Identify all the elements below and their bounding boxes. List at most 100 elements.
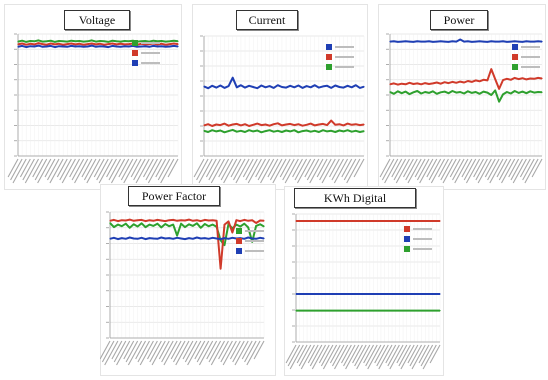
x-tick-label-mark — [531, 158, 543, 178]
data-point — [389, 41, 391, 43]
data-point — [506, 41, 508, 43]
data-point — [424, 41, 426, 43]
x-tick-label-mark — [193, 158, 205, 178]
data-point — [339, 293, 341, 295]
x-tick-label-mark — [400, 344, 415, 370]
data-point — [289, 123, 291, 125]
x-tick-label-mark — [222, 340, 237, 366]
chart-frame — [4, 4, 182, 190]
data-point — [297, 84, 299, 87]
x-tick-label-mark — [175, 340, 190, 366]
x-tick-label-mark — [487, 158, 500, 181]
data-point — [463, 92, 465, 95]
data-point — [389, 83, 391, 85]
data-point — [490, 68, 492, 70]
data-point — [239, 225, 241, 228]
data-point — [256, 129, 258, 132]
data-point — [248, 85, 250, 87]
chart-frame — [284, 186, 444, 376]
data-point — [451, 40, 453, 42]
x-tick-label-mark — [376, 344, 389, 367]
data-point — [236, 86, 238, 88]
x-tick-label-mark — [245, 158, 258, 181]
x-tick-label-mark — [367, 344, 382, 370]
data-point — [529, 77, 531, 80]
data-point — [412, 83, 414, 85]
data-point — [455, 41, 457, 43]
data-point — [37, 39, 40, 42]
data-point — [463, 41, 465, 43]
data-point — [263, 220, 265, 222]
data-point — [332, 293, 334, 295]
x-tick-label-mark — [198, 158, 213, 184]
data-point — [21, 45, 23, 47]
data-point — [408, 93, 411, 95]
data-point — [435, 293, 437, 295]
data-point — [29, 45, 31, 47]
series-line-2 — [109, 218, 265, 270]
data-point — [228, 125, 230, 127]
data-point — [83, 44, 85, 46]
x-tick-label-mark — [98, 158, 113, 184]
data-point — [317, 310, 319, 312]
data-point — [74, 43, 76, 46]
x-tick-label-mark — [135, 340, 147, 360]
data-point — [321, 310, 323, 312]
data-point — [115, 45, 118, 48]
data-point — [247, 226, 249, 228]
data-point — [395, 293, 397, 295]
data-point — [391, 293, 393, 295]
data-point — [192, 238, 194, 240]
data-point — [432, 90, 434, 92]
power-factor-line-chart — [100, 184, 276, 376]
data-point — [409, 310, 412, 312]
x-tick-label-mark — [289, 344, 304, 370]
data-point — [200, 227, 202, 229]
data-point — [269, 129, 271, 131]
kwh-digital-line-chart — [284, 186, 444, 376]
x-tick-label-mark — [321, 158, 336, 184]
data-point — [160, 226, 162, 228]
x-tick-label-mark — [512, 158, 527, 184]
data-point — [99, 45, 101, 47]
data-point — [310, 293, 312, 295]
x-tick-label-mark — [287, 344, 301, 367]
data-point — [310, 86, 312, 88]
x-tick-label-mark — [139, 340, 154, 366]
x-tick-label-mark — [229, 340, 241, 360]
x-tick-label-mark — [449, 158, 461, 178]
data-point — [417, 220, 419, 222]
data-point — [310, 123, 312, 125]
data-point — [313, 220, 316, 222]
power-factor-chart-title: Power Factor — [128, 186, 220, 206]
data-point — [269, 85, 271, 87]
data-point — [103, 44, 105, 46]
data-point — [354, 220, 356, 222]
data-point — [87, 45, 89, 48]
data-point — [402, 220, 404, 222]
data-point — [506, 78, 508, 80]
data-point — [398, 310, 400, 312]
data-point — [87, 40, 89, 42]
data-point — [306, 85, 308, 87]
data-point — [281, 131, 283, 133]
x-tick-label-mark — [407, 158, 422, 184]
data-point — [486, 79, 488, 81]
x-tick-label-mark — [320, 344, 334, 367]
x-tick-label-mark — [37, 158, 52, 184]
data-point — [133, 237, 135, 240]
data-point — [502, 79, 504, 81]
data-point — [227, 238, 230, 240]
x-tick-label-mark — [298, 344, 312, 367]
x-tick-label-mark — [244, 340, 257, 363]
data-point — [78, 40, 81, 42]
data-point — [351, 124, 353, 126]
data-point — [165, 44, 167, 46]
x-tick-label-mark — [296, 344, 308, 364]
data-point — [365, 220, 367, 222]
series-line-3 — [203, 128, 365, 134]
power-chart-panel: Power — [378, 4, 546, 190]
x-tick-label-mark — [389, 344, 404, 370]
data-point — [417, 293, 419, 295]
data-point — [220, 238, 222, 240]
